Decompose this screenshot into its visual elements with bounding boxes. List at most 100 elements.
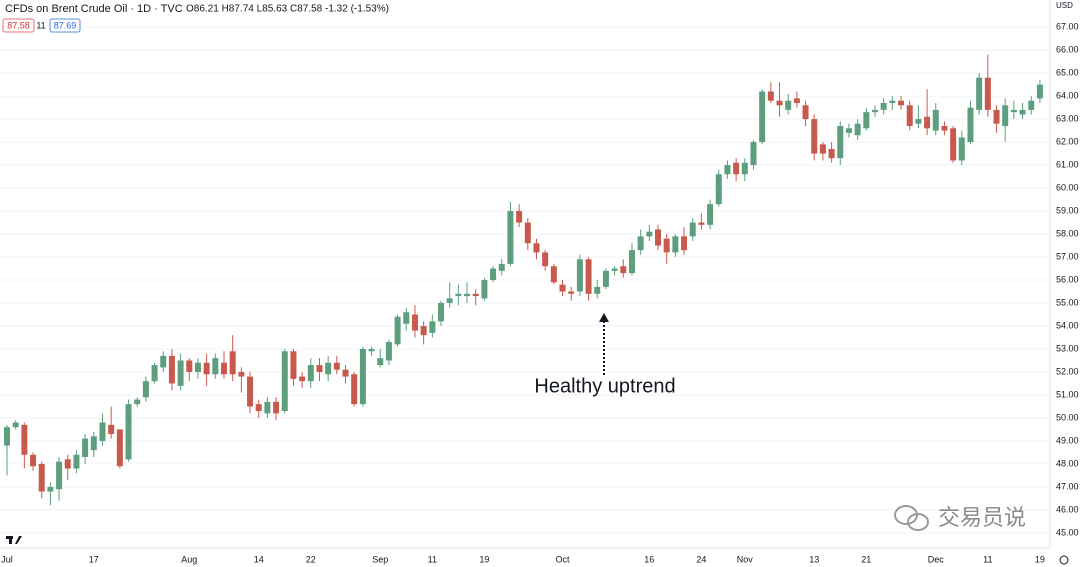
annotation-arrowhead — [599, 313, 609, 322]
candle-body — [672, 236, 679, 253]
candle-body — [863, 112, 870, 129]
candle-body — [559, 284, 566, 292]
candle-body — [307, 365, 314, 382]
candle-body — [351, 374, 358, 405]
candle-body — [229, 351, 236, 375]
candle-body — [802, 105, 809, 120]
candle-body — [984, 77, 991, 110]
candle-body — [411, 314, 418, 331]
y-tick-label: 66.00 — [1056, 44, 1079, 54]
candle-body — [368, 348, 375, 352]
candle-body — [576, 259, 583, 292]
candle-body — [177, 360, 184, 386]
candle-body — [785, 100, 792, 110]
candle-body — [116, 429, 123, 467]
candle-body — [420, 325, 427, 336]
candle-body — [403, 312, 410, 324]
x-tick-label: 14 — [254, 554, 264, 564]
candle-body — [767, 91, 774, 101]
candle-body — [620, 266, 627, 274]
candle-body — [1019, 109, 1026, 115]
candle-body — [1010, 109, 1017, 113]
x-tick-label: 17 — [89, 554, 99, 564]
candle-body — [125, 404, 132, 460]
candle-body — [299, 376, 306, 382]
candle-body — [828, 148, 835, 159]
candle-body — [99, 422, 106, 441]
candle-body — [333, 362, 340, 370]
candle-body — [394, 316, 401, 345]
annotation: Healthy uptrend — [534, 375, 675, 397]
y-tick-label: 57.00 — [1056, 251, 1079, 261]
candle-body — [168, 355, 175, 384]
candle-body — [950, 128, 957, 161]
y-tick-label: 47.00 — [1056, 481, 1079, 491]
candle-body — [524, 222, 531, 244]
x-tick-label: 16 — [644, 554, 654, 564]
candle-body — [542, 252, 549, 267]
y-unit: USD — [1056, 1, 1073, 10]
candle-body — [611, 268, 618, 271]
badge-box — [49, 18, 81, 33]
candle-body — [221, 362, 227, 375]
candle-body — [602, 270, 609, 287]
x-tick-label: 19 — [479, 554, 489, 564]
y-tick-label: 50.00 — [1056, 412, 1079, 422]
candle-body — [533, 243, 540, 253]
settings-icon[interactable] — [1059, 555, 1069, 565]
y-tick-label: 63.00 — [1056, 113, 1079, 123]
candle-body — [142, 381, 149, 398]
candle-body — [359, 348, 366, 405]
candle-body — [429, 321, 436, 333]
y-tick-label: 61.00 — [1056, 159, 1079, 169]
candle-body — [238, 371, 245, 377]
x-tick-label: Dec — [928, 554, 945, 564]
candle-body — [932, 109, 939, 131]
candle-body — [273, 401, 280, 414]
x-tick-label: Sep — [372, 554, 388, 564]
x-tick-label: Aug — [181, 554, 197, 564]
y-tick-label: 46.00 — [1056, 504, 1079, 514]
candle-body — [203, 362, 210, 375]
candle-body — [316, 365, 323, 372]
y-tick-label: 52.00 — [1056, 366, 1079, 376]
y-tick-label: 62.00 — [1056, 136, 1079, 146]
candle-body — [56, 461, 63, 490]
candle-body — [438, 303, 444, 322]
candle-body — [637, 236, 644, 251]
candle-body — [4, 427, 10, 446]
candle-body — [741, 162, 748, 175]
watermark-icon — [894, 505, 929, 531]
candle-body — [472, 293, 479, 297]
candle-body — [750, 142, 757, 166]
candle-body — [550, 266, 557, 283]
candle-body — [819, 144, 826, 154]
candle-body — [342, 369, 349, 377]
x-tick-label: 24 — [696, 554, 706, 564]
candle-body — [872, 109, 878, 113]
candle-body — [681, 236, 688, 251]
candle-body — [264, 401, 271, 414]
candle-body — [38, 463, 45, 492]
candle-body — [247, 376, 254, 407]
candle-body — [958, 137, 965, 161]
candle-body — [906, 105, 913, 126]
candle-body — [1002, 105, 1009, 126]
y-tick-label: 67.00 — [1056, 22, 1079, 32]
candle-body — [134, 399, 141, 405]
candle-body — [12, 422, 19, 428]
y-tick-label: 51.00 — [1056, 389, 1079, 399]
x-tick-label: 11 — [428, 554, 437, 564]
watermark: 交易员说 — [938, 505, 1026, 530]
y-tick-label: 64.00 — [1056, 90, 1079, 100]
candle-body — [655, 229, 661, 246]
candle-body — [889, 100, 896, 103]
candle-body — [30, 454, 37, 467]
candle-body — [194, 362, 201, 372]
candles — [4, 54, 1043, 506]
x-tick-label: 22 — [306, 554, 316, 564]
candle-body — [255, 404, 262, 412]
candle-body — [507, 211, 514, 264]
candle-body — [281, 351, 288, 412]
x-tick-label: 11 — [983, 554, 992, 564]
